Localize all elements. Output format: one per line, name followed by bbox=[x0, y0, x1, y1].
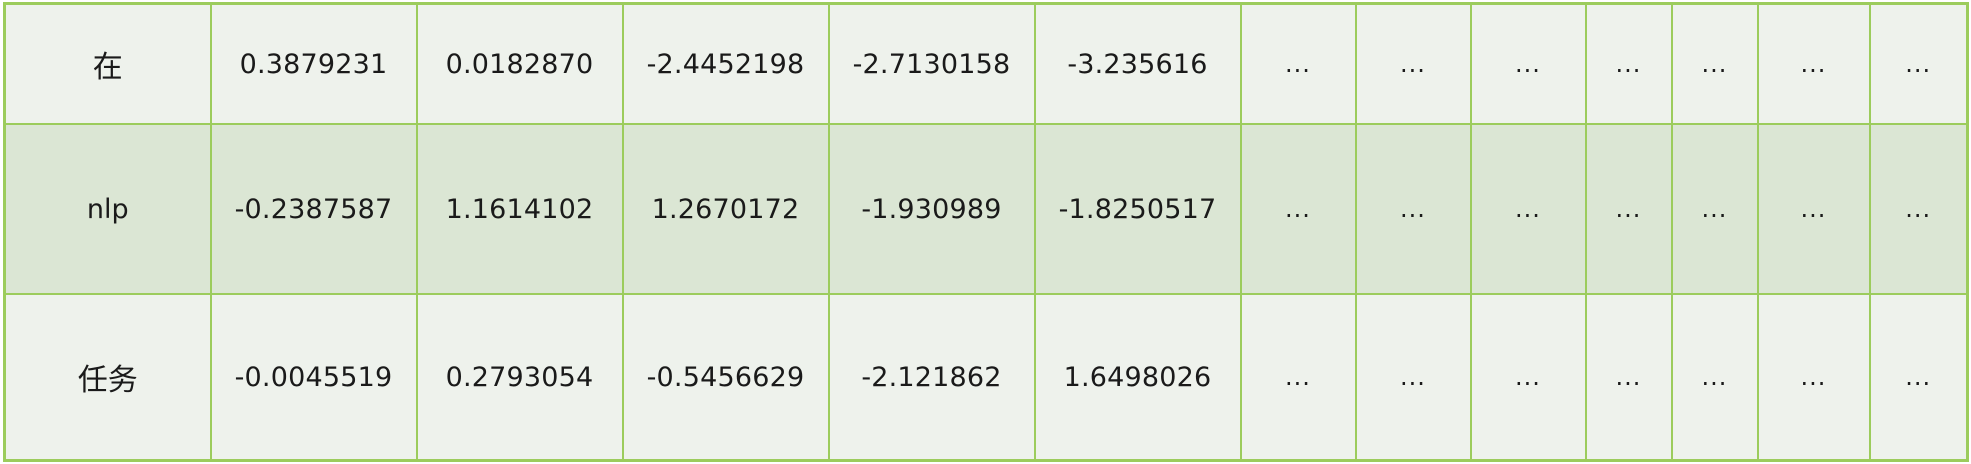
ellipsis-cell: ... bbox=[1868, 2, 1969, 125]
ellipsis-cell: ... bbox=[1584, 123, 1673, 295]
ellipsis-cell: ... bbox=[1354, 123, 1472, 295]
ellipsis-cell: ... bbox=[1756, 2, 1871, 125]
vector-value-cell: -2.4452198 bbox=[621, 2, 830, 125]
vector-value-cell: 1.2670172 bbox=[621, 123, 830, 295]
vector-value-cell: -1.8250517 bbox=[1033, 123, 1242, 295]
vector-value-cell: -2.121862 bbox=[827, 293, 1036, 462]
token-cell: 在 bbox=[3, 2, 212, 125]
ellipsis-cell: ... bbox=[1239, 293, 1357, 462]
table-row: nlp -0.2387587 1.1614102 1.2670172 -1.93… bbox=[3, 123, 1969, 295]
ellipsis-cell: ... bbox=[1868, 123, 1969, 295]
ellipsis-cell: ... bbox=[1469, 293, 1587, 462]
ellipsis-cell: ... bbox=[1469, 123, 1587, 295]
ellipsis-cell: ... bbox=[1670, 293, 1759, 462]
ellipsis-cell: ... bbox=[1670, 2, 1759, 125]
ellipsis-cell: ... bbox=[1354, 2, 1472, 125]
table-row: 在 0.3879231 0.0182870 -2.4452198 -2.7130… bbox=[3, 2, 1969, 125]
token-cell: nlp bbox=[3, 123, 212, 295]
vector-value-cell: -2.7130158 bbox=[827, 2, 1036, 125]
ellipsis-cell: ... bbox=[1584, 293, 1673, 462]
vector-value-cell: -0.0045519 bbox=[209, 293, 418, 462]
ellipsis-cell: ... bbox=[1756, 123, 1871, 295]
ellipsis-cell: ... bbox=[1354, 293, 1472, 462]
ellipsis-cell: ... bbox=[1868, 293, 1969, 462]
ellipsis-cell: ... bbox=[1239, 123, 1357, 295]
ellipsis-cell: ... bbox=[1584, 2, 1673, 125]
word-vector-table: 在 0.3879231 0.0182870 -2.4452198 -2.7130… bbox=[3, 2, 1969, 462]
vector-value-cell: -0.2387587 bbox=[209, 123, 418, 295]
token-cell: 任务 bbox=[3, 293, 212, 462]
ellipsis-cell: ... bbox=[1469, 2, 1587, 125]
vector-value-cell: 1.1614102 bbox=[415, 123, 624, 295]
ellipsis-cell: ... bbox=[1239, 2, 1357, 125]
vector-value-cell: 1.6498026 bbox=[1033, 293, 1242, 462]
vector-value-cell: -1.930989 bbox=[827, 123, 1036, 295]
vector-value-cell: -3.235616 bbox=[1033, 2, 1242, 125]
vector-value-cell: 0.2793054 bbox=[415, 293, 624, 462]
vector-value-cell: 0.3879231 bbox=[209, 2, 418, 125]
vector-value-cell: 0.0182870 bbox=[415, 2, 624, 125]
ellipsis-cell: ... bbox=[1756, 293, 1871, 462]
table-row: 任务 -0.0045519 0.2793054 -0.5456629 -2.12… bbox=[3, 293, 1969, 462]
vector-value-cell: -0.5456629 bbox=[621, 293, 830, 462]
ellipsis-cell: ... bbox=[1670, 123, 1759, 295]
